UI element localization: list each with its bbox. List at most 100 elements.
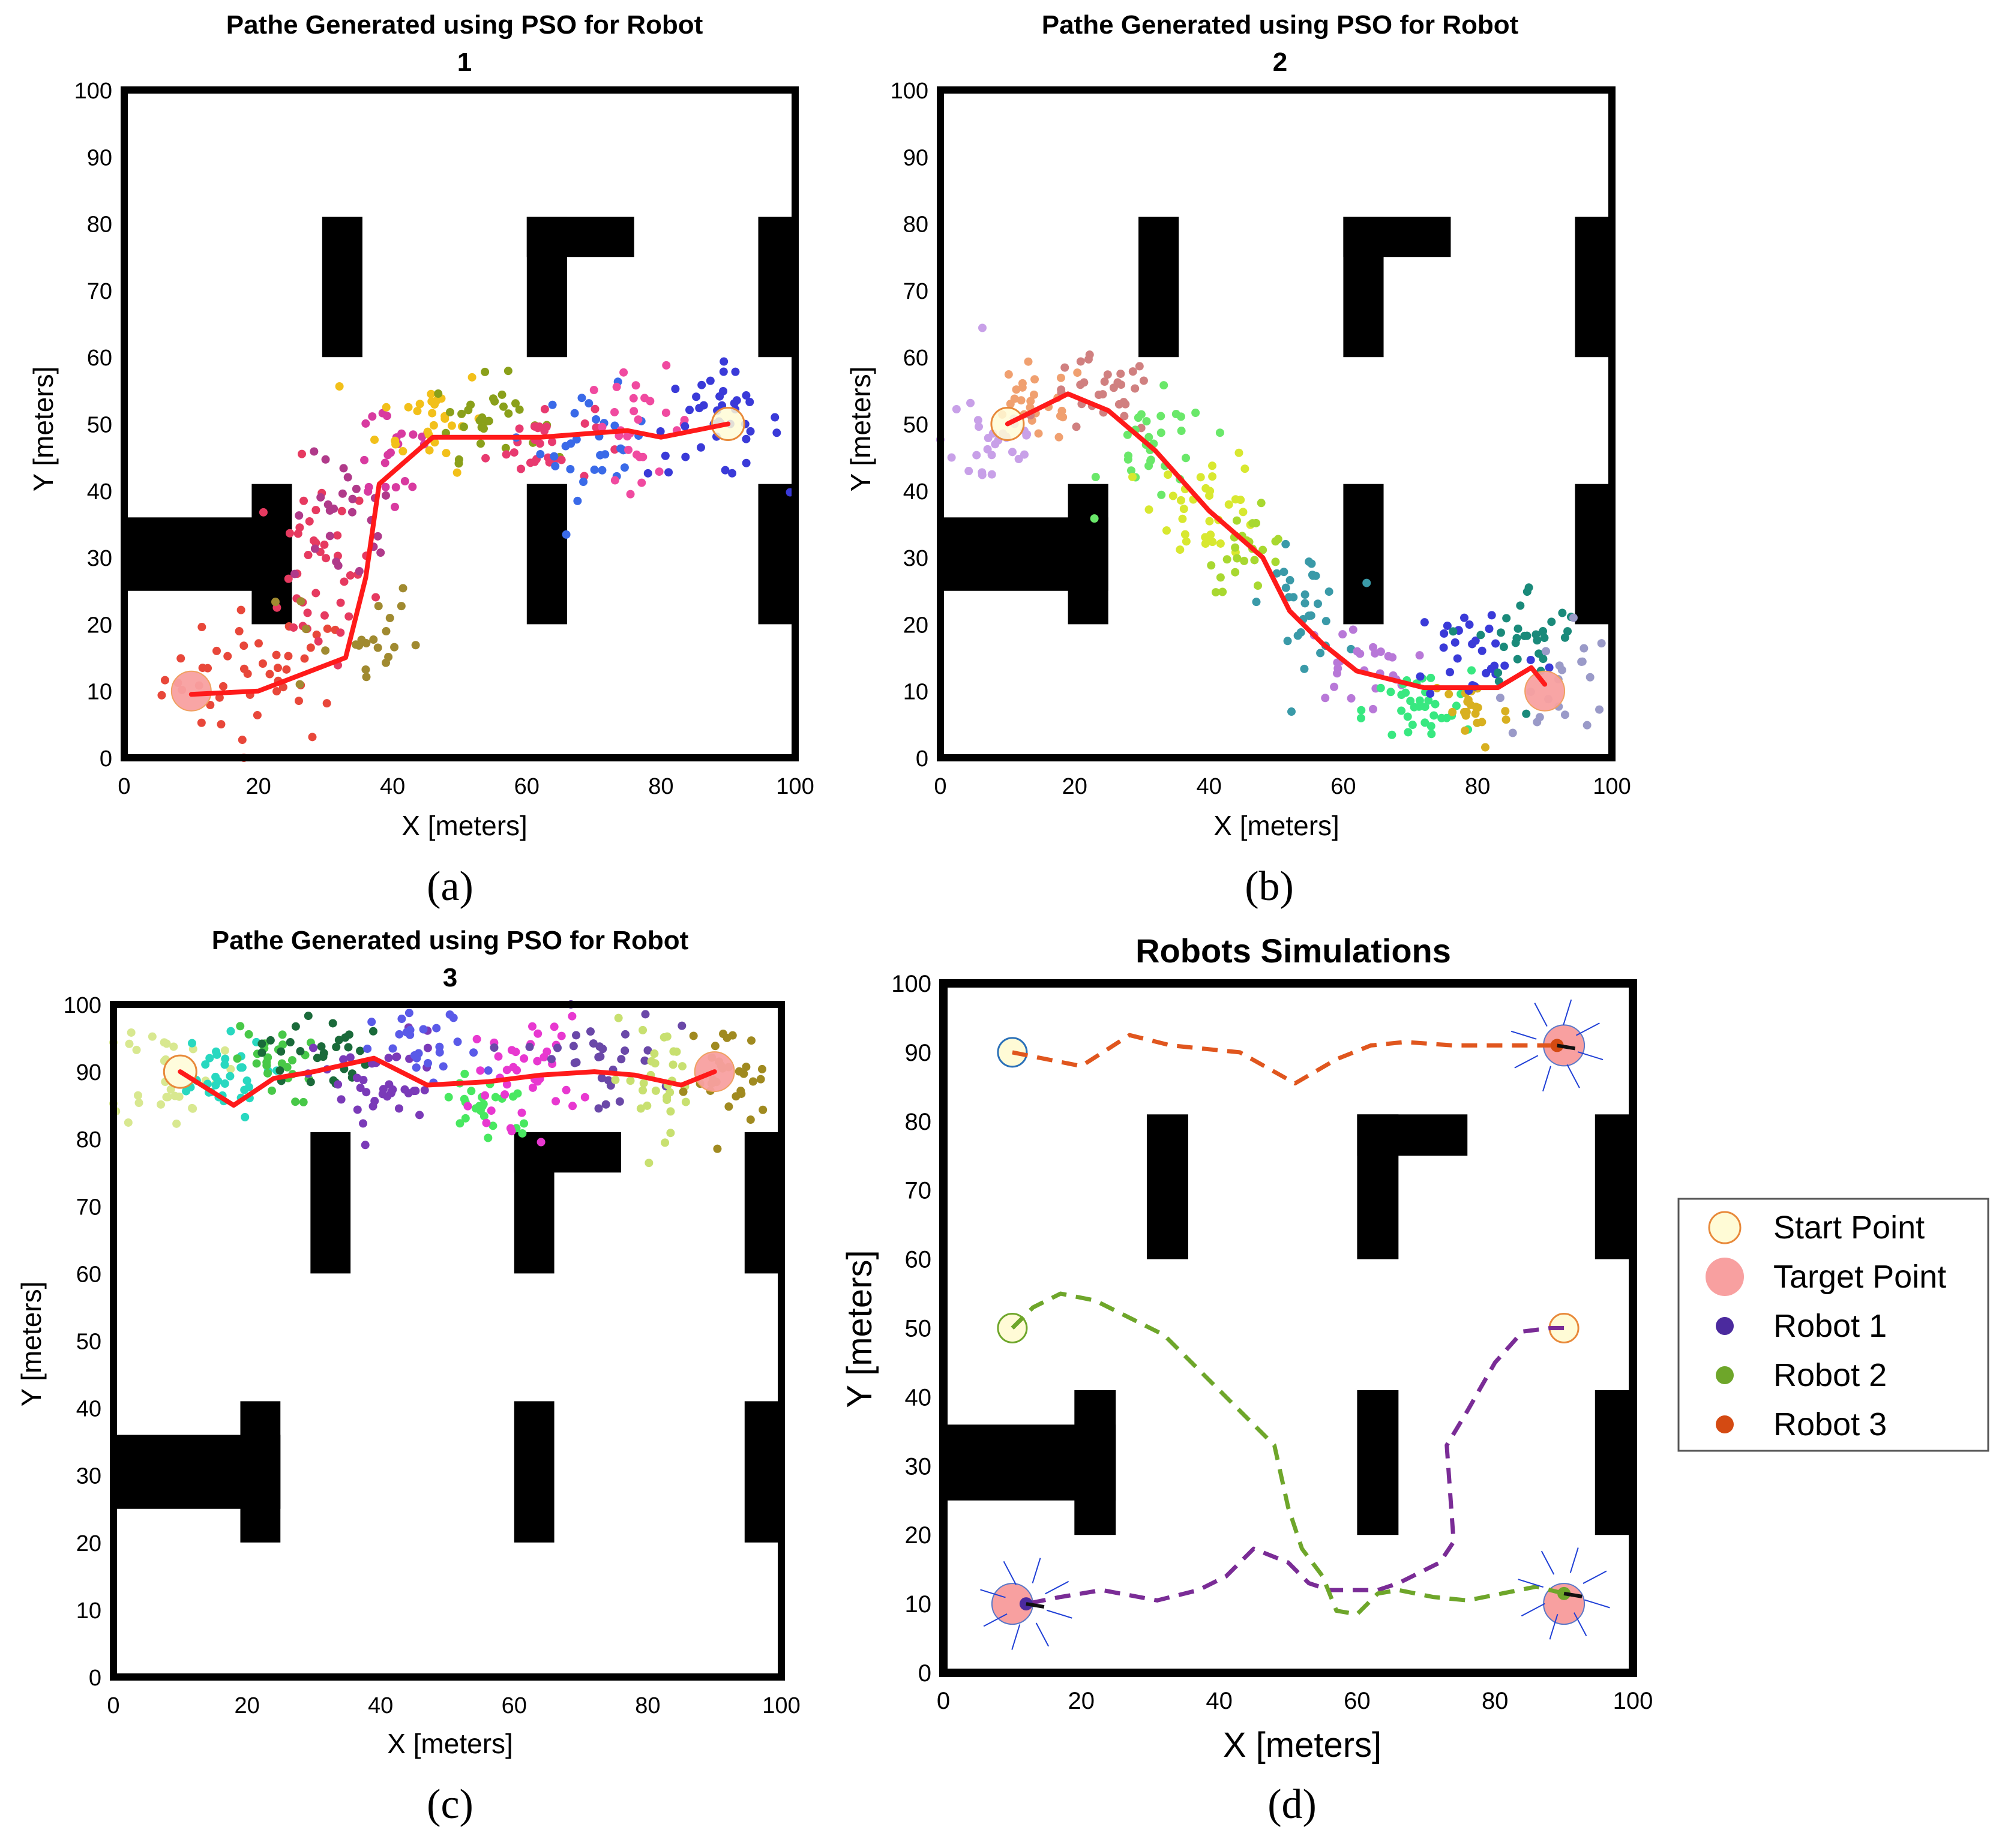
plot-inner-c [113, 1132, 781, 1543]
sim-robot-heading-3 [1557, 1043, 1576, 1051]
particle-b-7-18 [1368, 704, 1377, 713]
particle-c-0-8 [157, 1100, 166, 1109]
particle-a-4-20 [361, 419, 370, 428]
particle-a-5-7 [442, 449, 451, 458]
particle-b-1-23 [1018, 379, 1027, 388]
particle-b-8-0 [1406, 697, 1415, 706]
particle-a-1-30 [311, 589, 320, 598]
particle-a-6-7 [454, 459, 463, 468]
x-tick-label-d-4: 80 [1482, 1688, 1509, 1714]
particle-a-2-23 [334, 561, 343, 570]
particle-b-10-4 [1440, 629, 1449, 638]
particle-c-2-4 [287, 1056, 296, 1065]
particle-a-0-3 [265, 670, 274, 679]
sensor-ray-2-2 [1542, 1066, 1551, 1092]
obstacle-c-1 [240, 1401, 281, 1543]
particle-a-1-31 [284, 574, 293, 583]
particle-a-7-26 [502, 450, 511, 459]
particle-a-10-1 [742, 458, 751, 467]
particle-a-0-0 [239, 641, 248, 650]
particle-b-8-5 [1426, 722, 1435, 731]
particle-b-6-9 [1287, 707, 1296, 716]
particle-a-2-15 [347, 508, 356, 517]
particle-a-8-0 [551, 461, 560, 470]
obstacle-a-5 [758, 217, 795, 358]
particle-a-1-8 [259, 508, 268, 517]
particle-c-6-3 [444, 1093, 453, 1102]
y-tick-label-a-4: 40 [87, 479, 112, 505]
particle-c-7-22 [552, 1097, 561, 1106]
panel-b-xlabel: X [meters] [1213, 810, 1339, 841]
particle-a-4-19 [383, 451, 392, 460]
particle-b-8-24 [1414, 702, 1423, 711]
particle-c-8-13 [594, 1104, 603, 1113]
panel-a-caption: (a) [427, 863, 473, 910]
x-tick-label-a-3: 60 [514, 774, 540, 799]
particle-c-5-17 [388, 1044, 397, 1053]
particle-b-6-26 [1284, 593, 1293, 602]
particle-b-6-19 [1321, 617, 1330, 626]
particle-a-6-13 [490, 397, 499, 406]
obstacle-d-4 [1357, 1114, 1468, 1156]
particle-b-12-3 [1555, 661, 1564, 670]
particle-a-1-9 [320, 611, 329, 620]
particle-a-3-8 [369, 635, 378, 644]
sensor-ray-0-1 [1035, 1622, 1050, 1647]
particle-b-2-20 [1135, 362, 1144, 371]
particle-a-9-19 [610, 476, 619, 485]
panel-b-ylabel: Y [meters] [845, 367, 876, 492]
particle-c-8-23 [678, 1021, 687, 1030]
x-tick-label-c-4: 80 [635, 1693, 660, 1718]
particle-a-6-17 [466, 400, 475, 409]
particle-a-9-15 [626, 490, 635, 499]
particle-c-4-29 [346, 1053, 355, 1062]
particle-a-2-3 [381, 491, 390, 500]
particle-b-8-21 [1424, 696, 1433, 705]
particle-a-6-28 [484, 416, 493, 425]
particle-c-4-16 [309, 1043, 318, 1052]
particle-c-1-14 [220, 1060, 229, 1069]
y-tick-label-b-2: 20 [903, 613, 928, 638]
x-tick-label-d-0: 0 [937, 1688, 950, 1714]
particle-a-0-44 [254, 639, 263, 648]
particle-a-0-7 [198, 664, 207, 673]
particle-a-10-10 [720, 357, 729, 366]
particle-c-7-11 [557, 1031, 566, 1040]
particle-b-4-26 [1201, 539, 1210, 548]
particle-c-2-18 [233, 1054, 242, 1063]
particle-c-7-2 [502, 1080, 511, 1089]
particle-c-4-37 [379, 1085, 388, 1094]
panel-d-xlabel: X [meters] [1223, 1726, 1381, 1765]
particle-b-0-10 [978, 470, 987, 479]
particle-c-5-2 [439, 1062, 448, 1071]
particle-b-11-25 [1560, 633, 1569, 642]
particle-a-6-22 [434, 389, 443, 398]
particle-b-1-2 [1030, 375, 1039, 384]
particle-b-0-25 [964, 467, 973, 476]
particle-a-4-9 [391, 483, 400, 492]
particle-c-7-9 [568, 1102, 577, 1111]
particle-a-9-7 [624, 445, 633, 454]
y-tick-label-b-1: 10 [903, 680, 928, 705]
particle-a-2-0 [373, 532, 382, 541]
legend-items: Start Point Target Point Robot 1 Robot 2… [1706, 1210, 1946, 1442]
particle-b-9-11 [1502, 715, 1511, 724]
legend-label-start: Start Point [1773, 1210, 1925, 1246]
particle-a-9-5 [661, 408, 670, 417]
particle-a-10-37 [681, 422, 690, 431]
particle-c-5-11 [424, 1059, 433, 1068]
particle-c-6-22 [518, 1129, 527, 1138]
particle-c-4-24 [352, 1073, 361, 1082]
target-point-a [170, 670, 212, 712]
particle-b-2-16 [1109, 383, 1118, 392]
particle-c-1-31 [220, 1079, 229, 1088]
particle-b-0-5 [1008, 448, 1017, 457]
particle-a-2-11 [295, 511, 304, 520]
particle-b-0-22 [1020, 450, 1029, 459]
particle-b-12-14 [1541, 647, 1550, 656]
particle-c-3-15 [286, 1038, 295, 1047]
particle-a-1-27 [297, 449, 306, 458]
particle-c-4-4 [361, 1141, 370, 1150]
particle-a-0-20 [308, 733, 317, 742]
y-tick-label-a-0: 0 [100, 746, 112, 772]
